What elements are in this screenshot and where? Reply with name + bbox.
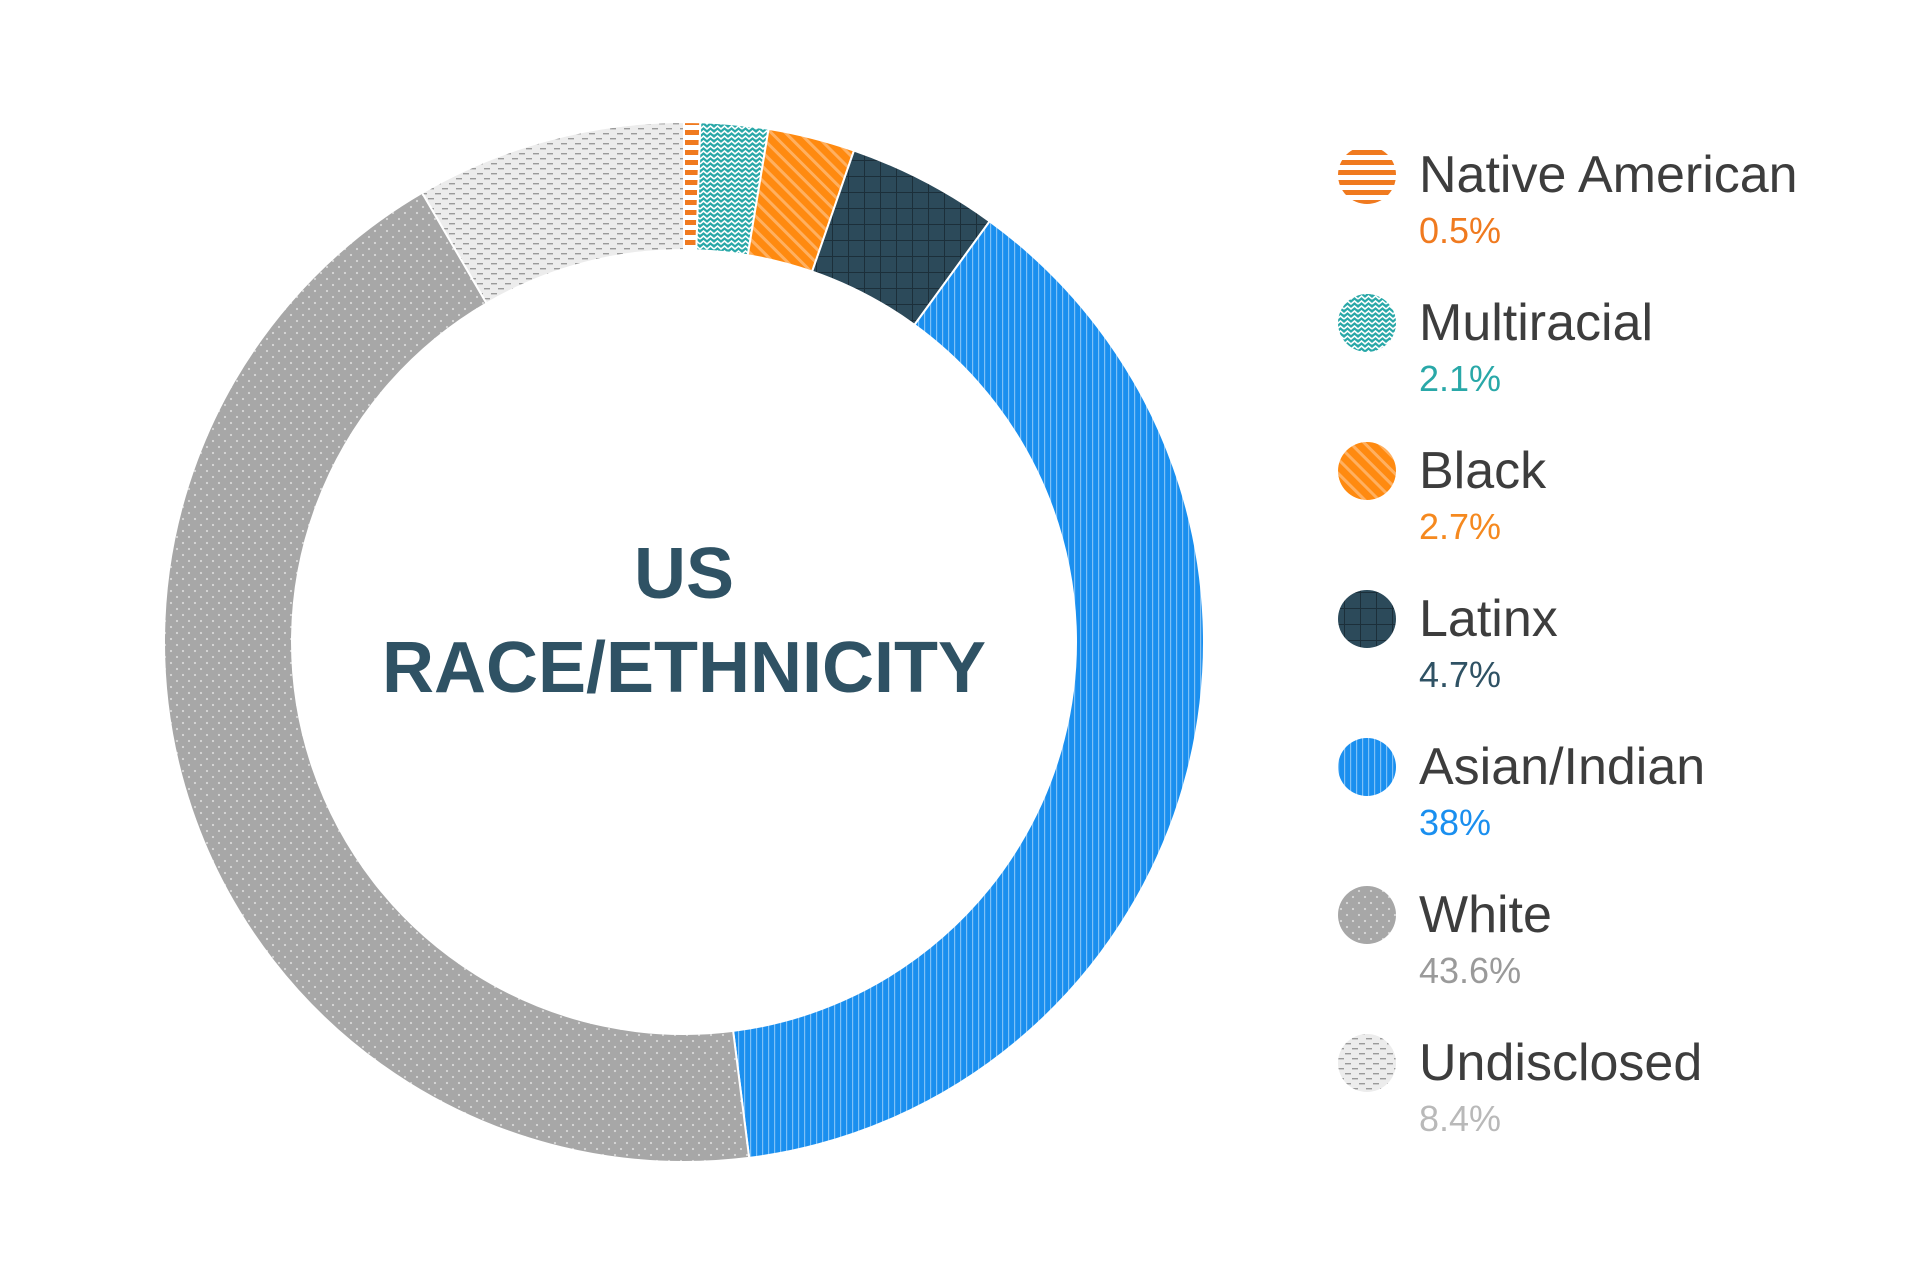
legend-swatch-black <box>1338 442 1396 500</box>
legend-label: Black <box>1419 442 1547 500</box>
legend-label: Multiracial <box>1419 294 1653 352</box>
legend-value: 0.5% <box>1419 210 1501 251</box>
legend-value: 4.7% <box>1419 654 1501 695</box>
legend-label: White <box>1419 886 1552 944</box>
legend-label: Native American <box>1419 146 1798 204</box>
chart-title-line-1: US <box>634 534 734 614</box>
legend-swatch-asian-indian <box>1338 738 1396 796</box>
legend-swatch-multiracial <box>1338 294 1396 352</box>
legend-label: Latinx <box>1419 590 1558 648</box>
legend-swatch-native-american <box>1338 146 1396 204</box>
legend-item-multiracial: Multiracial 2.1% <box>1338 294 1653 399</box>
legend-swatch-white <box>1338 886 1396 944</box>
legend-swatch-latinx <box>1338 590 1396 648</box>
legend-swatch-undisclosed <box>1338 1034 1396 1092</box>
legend-label: Asian/Indian <box>1419 738 1705 796</box>
legend-item-undisclosed: Undisclosed 8.4% <box>1338 1034 1702 1139</box>
slice-undisclosed <box>420 120 685 305</box>
donut-slices <box>163 120 1205 1163</box>
legend-item-asian-indian: Asian/Indian 38% <box>1338 738 1705 843</box>
legend-value: 38% <box>1419 802 1491 843</box>
legend-item-white: White 43.6% <box>1338 886 1552 991</box>
legend-item-black: Black 2.7% <box>1338 442 1547 547</box>
slice-asian-indian <box>732 219 1205 1160</box>
legend-value: 2.7% <box>1419 506 1501 547</box>
legend: Native American 0.5% Multiracial 2.1% Black 2… <box>1338 146 1798 1139</box>
legend-item-native-american: Native American 0.5% <box>1338 146 1798 251</box>
slice-white <box>163 191 751 1163</box>
legend-label: Undisclosed <box>1419 1034 1702 1092</box>
legend-value: 8.4% <box>1419 1098 1501 1139</box>
legend-value: 2.1% <box>1419 358 1501 399</box>
legend-value: 43.6% <box>1419 950 1521 991</box>
chart-title-line-2: RACE/ETHNICITY <box>382 628 986 708</box>
legend-item-latinx: Latinx 4.7% <box>1338 590 1558 695</box>
